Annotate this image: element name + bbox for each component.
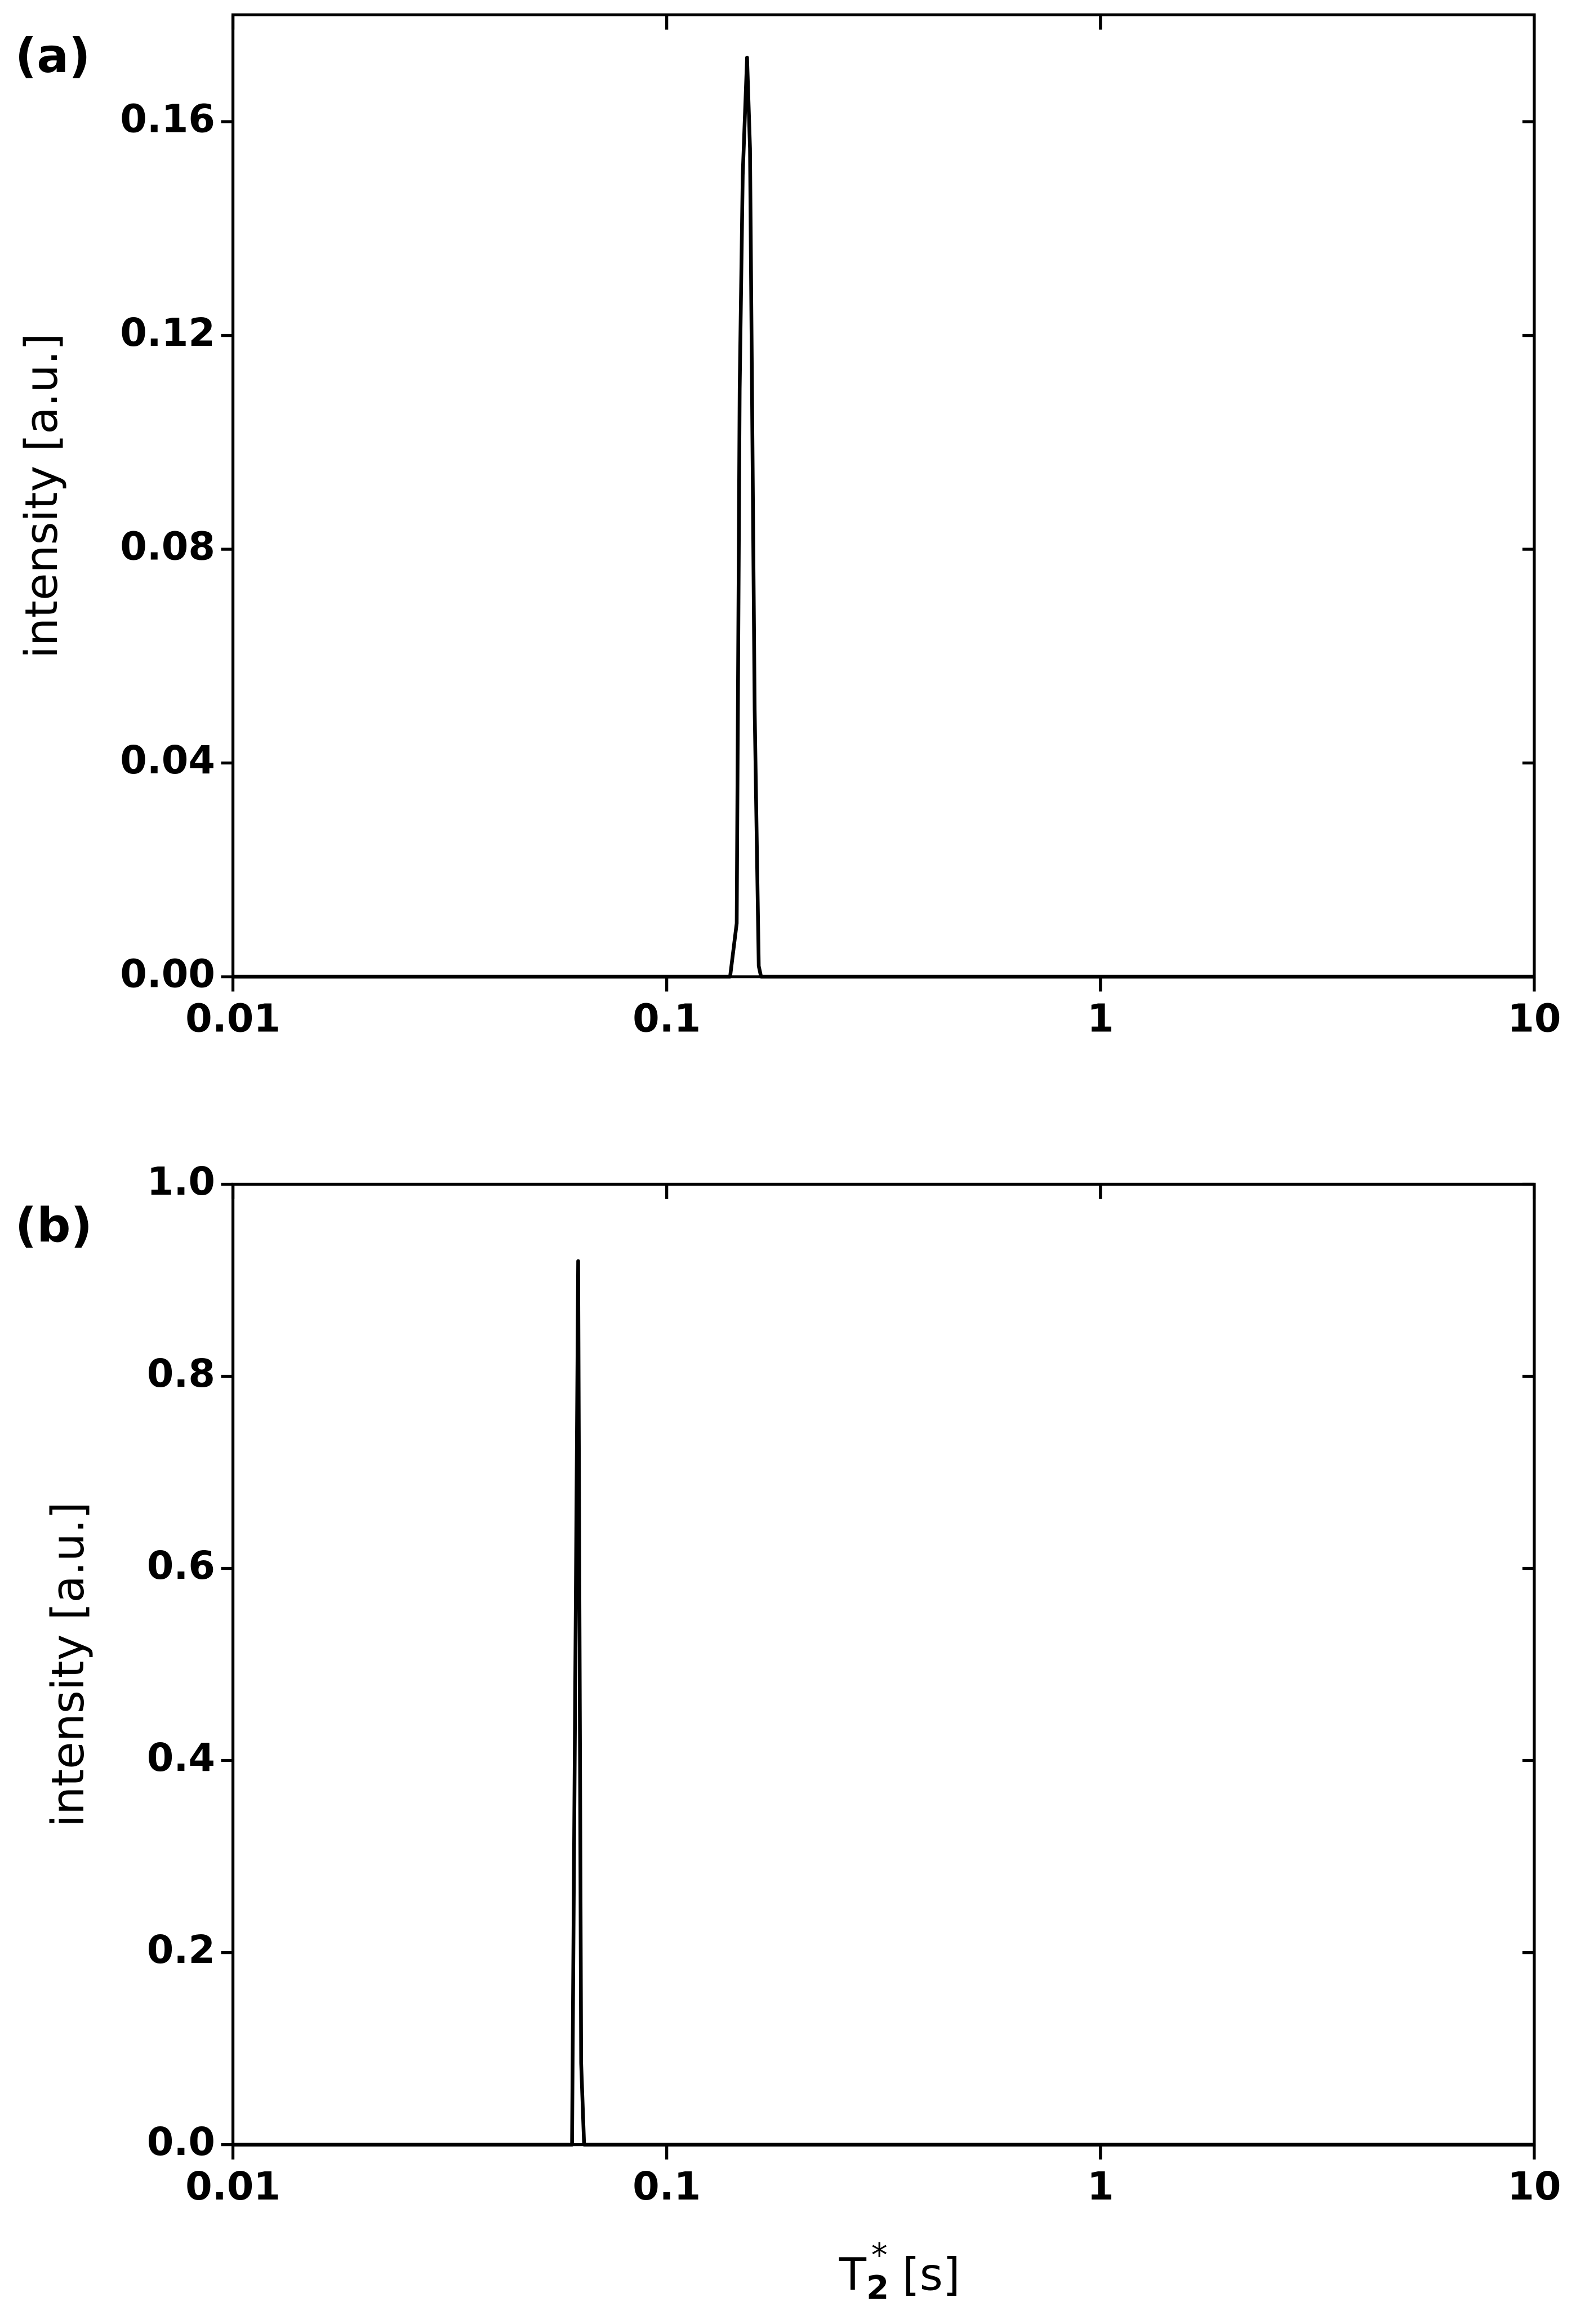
x-axis-label: T2* [s] [839, 2236, 960, 2307]
y-tick-label: 0.16 [120, 97, 215, 142]
panel-label: (a) [15, 28, 91, 83]
x-tick-label: 0.01 [185, 997, 281, 1041]
x-tick-label: 10 [1507, 2165, 1561, 2209]
y-tick-label: 0.12 [120, 311, 215, 355]
y-tick-label: 1.0 [147, 1160, 215, 1204]
x-tick-label: 1 [1087, 2165, 1114, 2209]
x-tick-label: 0.1 [633, 997, 701, 1041]
y-tick-label: 0.00 [120, 952, 215, 997]
x-tick-label: 1 [1087, 997, 1114, 1041]
x-tick-label: 0.1 [633, 2165, 701, 2209]
plot-frame [231, 13, 1536, 978]
x-label-unit: [s] [902, 2249, 960, 2301]
plot-frame [231, 1182, 1536, 2147]
panel-label: (b) [15, 1197, 92, 1253]
x-label-symbol: T [839, 2249, 867, 2301]
x-label-subscript: 2 [866, 2269, 889, 2307]
y-axis-label: intensity [a.u.] [42, 1502, 94, 1827]
data-line [233, 55, 1534, 979]
x-tick-label: 10 [1507, 997, 1561, 1041]
y-tick-label: 0.6 [147, 1544, 215, 1588]
y-tick-label: 0.2 [147, 1928, 215, 1973]
y-axis-label: intensity [a.u.] [16, 333, 68, 658]
y-tick-label: 0.08 [120, 525, 215, 569]
x-label-superscript: * [871, 2236, 888, 2274]
data-line [233, 1259, 1534, 2147]
x-tick-label: 0.01 [185, 2165, 281, 2209]
y-tick-label: 0.4 [147, 1736, 215, 1780]
y-tick-label: 0.8 [147, 1352, 215, 1396]
y-tick-label: 0.04 [120, 738, 215, 783]
y-tick-label: 0.0 [147, 2120, 215, 2165]
